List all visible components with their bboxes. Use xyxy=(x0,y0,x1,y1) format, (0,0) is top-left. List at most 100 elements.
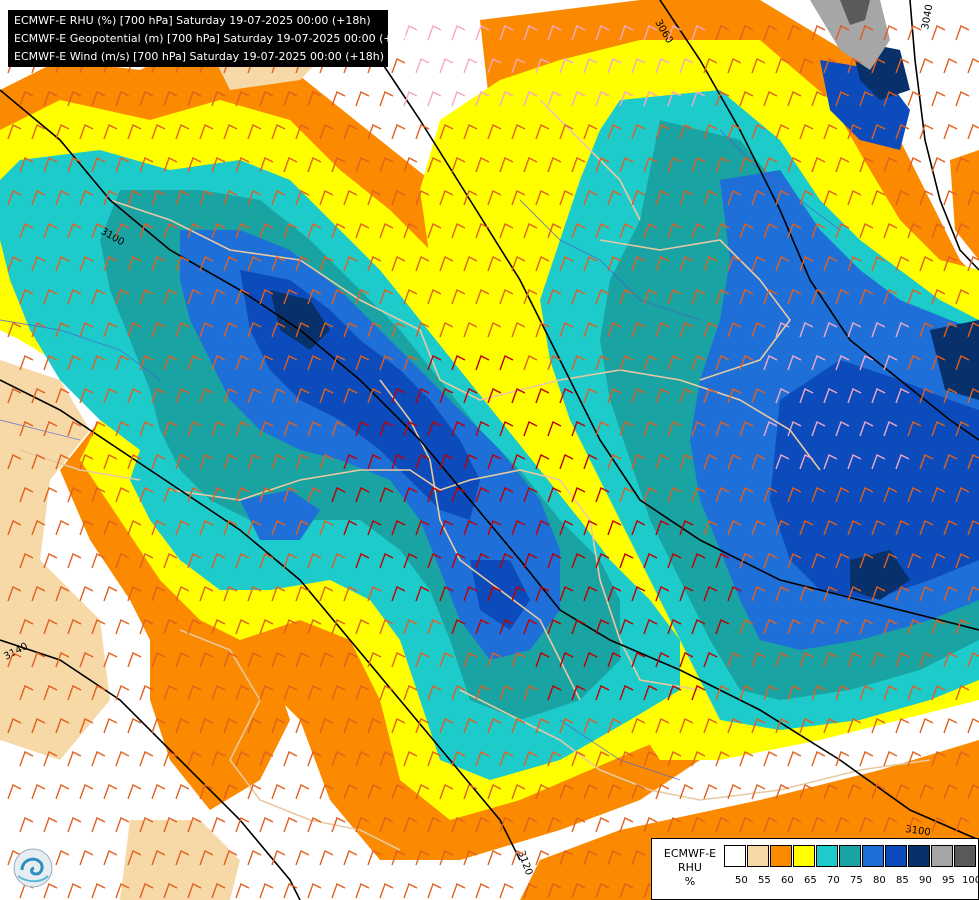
wind-barb xyxy=(127,520,142,536)
wind-barb xyxy=(535,256,550,272)
wind-barb xyxy=(43,685,58,701)
wind-barb xyxy=(679,190,694,206)
wind-barb xyxy=(799,454,814,470)
wind-barb xyxy=(343,256,358,272)
wind-barb xyxy=(391,256,406,272)
wind-barb xyxy=(91,355,106,371)
wind-barb xyxy=(187,817,202,833)
wind-barb xyxy=(679,784,694,800)
wind-barb xyxy=(583,586,598,602)
wind-barb xyxy=(79,322,94,338)
wind-barb xyxy=(187,223,202,239)
wind-barb xyxy=(283,355,298,371)
wind-barb xyxy=(475,421,490,437)
wind-barb xyxy=(355,619,370,635)
wind-barb xyxy=(31,652,46,668)
wind-barb xyxy=(379,91,394,107)
wind-barb xyxy=(895,784,910,800)
wind-barb xyxy=(667,355,682,371)
wind-barb xyxy=(499,289,514,305)
wind-barb xyxy=(259,487,274,503)
wind-barb xyxy=(799,58,814,74)
wind-barb xyxy=(307,751,322,767)
wind-barb xyxy=(391,520,406,536)
wind-barb xyxy=(499,883,514,899)
wind-barb xyxy=(451,289,466,305)
wind-barb xyxy=(439,586,454,602)
wind-barb xyxy=(931,91,946,107)
wind-barb xyxy=(19,91,34,107)
wind-barb xyxy=(631,850,646,866)
wind-barb xyxy=(787,817,802,833)
wind-barb xyxy=(703,586,718,602)
wind-barb xyxy=(931,817,946,833)
wind-barb xyxy=(175,850,190,866)
wind-barb xyxy=(667,223,682,239)
wind-barb xyxy=(547,487,562,503)
wind-barb xyxy=(295,718,310,734)
wind-barb xyxy=(307,91,322,107)
wind-barb xyxy=(415,586,430,602)
wind-barb xyxy=(319,718,334,734)
wind-barb xyxy=(715,223,730,239)
wind-barb xyxy=(235,883,250,899)
wind-barb xyxy=(79,718,94,734)
wind-barb xyxy=(91,751,106,767)
wind-barb xyxy=(871,652,886,668)
wind-barb xyxy=(883,817,898,833)
wind-barb xyxy=(751,58,766,74)
wind-barb xyxy=(19,619,34,635)
wind-barb xyxy=(391,718,406,734)
wind-barb xyxy=(127,652,142,668)
wind-barb xyxy=(775,520,790,536)
wind-barb xyxy=(415,718,430,734)
wind-barb xyxy=(919,388,934,404)
wind-barb xyxy=(535,454,550,470)
wind-barb xyxy=(571,619,586,635)
wind-barb xyxy=(739,157,754,173)
wind-barb xyxy=(427,619,442,635)
wind-barb xyxy=(619,289,634,305)
wind-barb xyxy=(7,784,22,800)
wind-barb xyxy=(835,289,850,305)
wind-barb xyxy=(691,289,706,305)
wind-barb xyxy=(799,190,814,206)
wind-barb xyxy=(823,718,838,734)
wind-barb xyxy=(679,322,694,338)
wind-barb xyxy=(211,223,226,239)
wind-barb xyxy=(607,124,622,140)
wind-barb xyxy=(499,553,514,569)
wind-barb xyxy=(211,619,226,635)
map-title-box: ECMWF-E RHU (%) [700 hPa] Saturday 19-07… xyxy=(8,10,418,67)
wind-barb xyxy=(463,850,478,866)
wind-barb xyxy=(139,751,154,767)
wind-barb xyxy=(475,25,490,41)
wind-barb xyxy=(31,718,46,734)
wind-barb xyxy=(655,388,670,404)
wind-barb xyxy=(823,256,838,272)
wind-barb xyxy=(211,883,226,899)
wind-barb xyxy=(535,784,550,800)
meteo-logo-icon xyxy=(13,848,53,888)
wind-barb xyxy=(547,619,562,635)
wind-barb xyxy=(43,421,58,437)
wind-barb xyxy=(451,487,466,503)
wind-barb xyxy=(283,157,298,173)
wind-barb xyxy=(787,355,802,371)
legend-swatch xyxy=(862,845,884,867)
wind-barb xyxy=(751,322,766,338)
wind-barb xyxy=(895,718,910,734)
title-rhu: ECMWF-E RHU (%) [700 hPa] Saturday 19-07… xyxy=(14,14,371,27)
wind-barb xyxy=(895,322,910,338)
wind-barb xyxy=(163,157,178,173)
wind-barb xyxy=(811,685,826,701)
wind-barb xyxy=(883,553,898,569)
wind-barb xyxy=(859,223,874,239)
wind-barb xyxy=(931,355,946,371)
wind-barb xyxy=(667,289,682,305)
wind-barb xyxy=(919,586,934,602)
wind-barb xyxy=(667,751,682,767)
wind-barb xyxy=(655,58,670,74)
wind-barb xyxy=(559,58,574,74)
wind-barb xyxy=(583,124,598,140)
